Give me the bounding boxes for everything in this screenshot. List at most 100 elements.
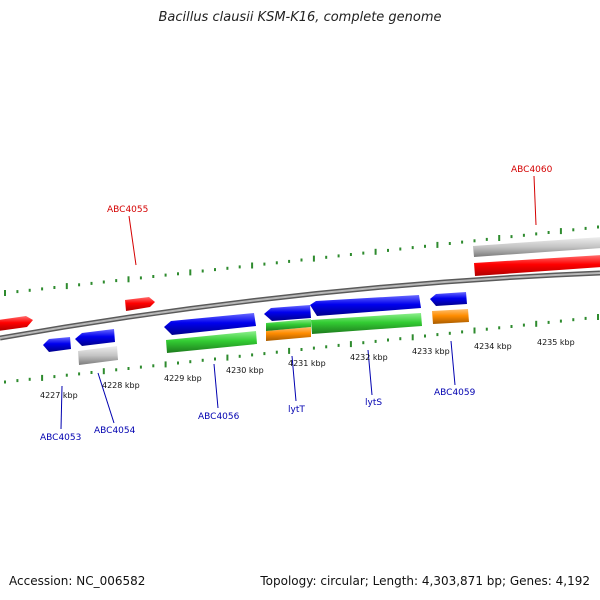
minor-tick	[535, 232, 538, 236]
gene-label-lytt: lytT	[288, 405, 305, 415]
minor-tick	[139, 276, 142, 280]
minor-tick	[251, 353, 254, 357]
gene-feature-abc4053	[43, 337, 71, 352]
minor-tick	[387, 338, 389, 342]
genome-backbone	[0, 270, 600, 341]
scale-tick-label: 4229 kbp	[164, 374, 202, 383]
minor-tick	[53, 375, 56, 379]
minor-tick	[115, 279, 118, 283]
gene-label-abc4059: ABC4059	[434, 388, 476, 398]
map-title: Bacillus clausii KSM-K16, complete genom…	[158, 10, 442, 25]
gene-feature	[78, 346, 118, 365]
gene-label-lyts: lytS	[365, 398, 382, 408]
gene-feature-abc4056	[164, 313, 256, 335]
minor-tick	[16, 379, 19, 383]
gene-feature	[266, 319, 311, 331]
scale-tick-label: 4232 kbp	[350, 353, 388, 362]
label-leaders	[60, 175, 537, 430]
minor-tick	[90, 281, 93, 285]
scale-tick-label: 4231 kbp	[288, 359, 326, 368]
outer-tick-track	[4, 225, 599, 296]
minor-tick	[78, 283, 81, 287]
minor-tick	[201, 358, 204, 362]
minor-tick	[127, 367, 130, 370]
minor-tick	[102, 280, 105, 284]
minor-tick	[374, 339, 377, 343]
minor-tick	[325, 345, 328, 349]
minor-tick	[201, 269, 204, 273]
minor-tick	[362, 251, 365, 255]
minor-tick	[164, 273, 167, 277]
minor-tick	[362, 341, 365, 345]
major-tick	[473, 327, 476, 334]
minor-tick	[485, 327, 488, 331]
minor-tick	[238, 265, 241, 269]
minor-tick	[448, 242, 451, 245]
minor-tick	[275, 350, 278, 354]
minor-tick	[498, 326, 501, 330]
major-tick	[312, 255, 315, 262]
major-tick	[436, 241, 439, 248]
major-tick	[4, 290, 6, 296]
minor-tick	[448, 331, 451, 335]
minor-tick	[411, 246, 414, 250]
minor-tick	[584, 226, 587, 230]
minor-tick	[510, 325, 513, 328]
scale-tick-label: 4227 kbp	[40, 391, 78, 400]
gene-feature-abc4060	[474, 255, 600, 276]
major-tick	[559, 228, 562, 235]
gene-feature	[264, 305, 311, 321]
accession-text: Accession: NC_006582	[9, 574, 146, 588]
major-tick	[535, 320, 538, 327]
minor-tick	[263, 262, 266, 266]
minor-tick	[559, 319, 562, 323]
minor-tick	[152, 364, 155, 368]
minor-tick	[28, 288, 31, 292]
minor-tick	[597, 225, 599, 229]
gene-feature-abc4055	[125, 297, 155, 311]
minor-tick	[53, 286, 56, 289]
gene-labels: ABC4055 ABC4060 ABC4053 ABC4054 ABC4056 …	[40, 165, 553, 443]
minor-tick	[226, 266, 229, 270]
major-tick	[41, 374, 44, 381]
major-tick	[251, 262, 254, 269]
minor-tick	[300, 258, 303, 262]
minor-tick	[547, 231, 550, 234]
major-tick	[498, 235, 501, 241]
major-tick	[226, 354, 229, 361]
minor-tick	[461, 240, 464, 244]
gene-feature-lytt	[266, 327, 311, 341]
gene-label-abc4053: ABC4053	[40, 433, 81, 443]
major-tick	[288, 347, 291, 354]
scale-tick-label: 4233 kbp	[412, 347, 450, 356]
minor-tick	[572, 318, 575, 322]
minor-tick	[288, 259, 291, 263]
major-tick	[164, 361, 167, 368]
minor-tick	[584, 316, 587, 320]
minor-tick	[312, 346, 315, 350]
scale-tick-labels: 4227 kbp 4228 kbp 4229 kbp 4230 kbp 4231…	[40, 338, 575, 400]
minor-tick	[275, 261, 278, 265]
major-tick	[65, 283, 68, 290]
minor-tick	[522, 323, 525, 327]
gene-feature	[166, 331, 257, 353]
forward-strand-genes	[0, 237, 600, 331]
minor-tick	[349, 253, 352, 256]
major-tick	[411, 334, 414, 341]
minor-tick	[177, 361, 179, 365]
genome-stats-text: Topology: circular; Length: 4,303,871 bp…	[260, 574, 590, 588]
minor-tick	[115, 368, 118, 372]
minor-tick	[263, 352, 266, 356]
gene-label-abc4055: ABC4055	[107, 205, 148, 215]
minor-tick	[139, 365, 142, 369]
minor-tick	[41, 287, 44, 291]
scale-tick-track	[4, 314, 599, 384]
scale-tick-label: 4235 kbp	[537, 338, 575, 347]
minor-tick	[65, 373, 68, 377]
gene-label-abc4060: ABC4060	[511, 165, 553, 175]
minor-tick	[510, 235, 513, 239]
minor-tick	[436, 333, 439, 337]
minor-tick	[16, 290, 19, 294]
